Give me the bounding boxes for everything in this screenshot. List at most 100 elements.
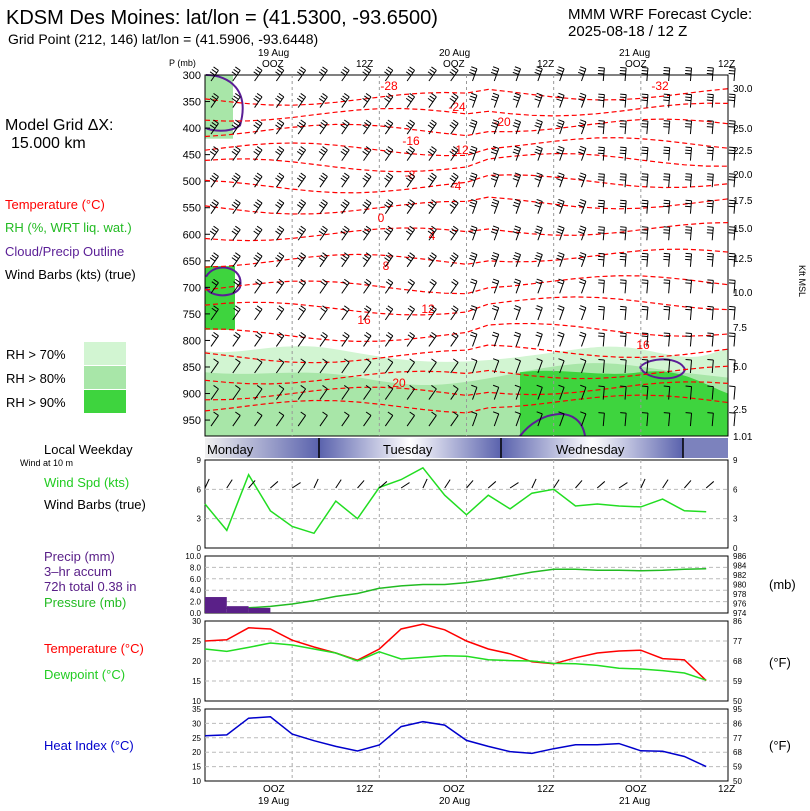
wind-barb-feather [364,122,370,127]
wind-barb-feather [470,69,477,73]
temperature-contour-label: -24 [448,100,466,114]
wind-barb-feather [491,148,498,152]
wind-barb [428,415,437,427]
wind-barb [406,308,415,321]
wind-barb-feather [728,73,735,75]
temperature-dewpoint-panel: 10 15 20 25 30 50 59 68 77 86 [192,617,742,706]
wind-barb [602,386,605,400]
wind-barb-feather [471,119,478,123]
wind-barb-feather [409,252,415,257]
wind-barb [341,96,350,108]
wind-barb-feather [365,146,372,151]
wind-barb [254,415,263,427]
wind-barb-feather [213,278,219,284]
wind-barb-feather [451,254,457,260]
wind-barb-feather [641,120,649,122]
rh80-swatch [84,366,126,389]
wind-barb-feather [685,226,692,228]
wind-barb-feather [365,411,372,416]
wind-barb-feather [300,278,306,284]
hipanel-left-tick-label: 10 [192,777,201,786]
wind-barb [515,121,521,135]
wind-barb-feather [407,254,414,260]
wind-barb-feather [322,252,328,257]
wind-barb [602,306,605,320]
wind-barb [711,280,714,294]
wind-barb [210,388,219,400]
wind-barb-feather [322,305,328,310]
wind-barb [733,359,736,374]
wind-barb-feather [619,123,626,125]
wind-barb-feather [619,149,626,152]
wind-barb-feather [342,148,348,153]
wind-barb-feather [707,67,714,69]
wind-barb-feather [278,146,285,151]
prespanel-right-tick-label: 974 [733,609,747,618]
wind-barb-feather [729,332,736,334]
wind-barb-feather [300,66,306,71]
wind-barb-feather [384,97,390,103]
wind-barb-feather [344,305,350,310]
wind-barb-feather [663,305,670,308]
wind-barb-feather [211,334,218,339]
wind-barb-feather [641,258,648,261]
wind-barb-feather [513,254,520,258]
wind-barb-feather [452,411,459,416]
wind-barb-feather [492,119,499,123]
wind-barb-feather [707,226,714,228]
wind-barb-feather [209,204,216,209]
wind-barb-feather [344,385,350,390]
wind-barb-feather [663,359,670,361]
wind-barb [297,70,307,82]
wind-barb-feather [663,149,670,152]
wind-barb-feather [320,334,326,339]
surface-wind-barb [204,478,210,489]
wind-barb-feather [318,230,325,235]
wind-barb-feather [578,124,585,128]
wind-barb-feather [514,225,521,229]
wind-barb [297,415,307,427]
p-mb-label: P (mb) [169,58,196,68]
wind-speed-line [204,466,707,535]
wind-barb-feather [300,411,306,416]
wind-barb-feather [364,254,370,260]
wind-barb-feather [298,95,305,100]
wind-barb-feather [364,201,370,206]
wind-barb-feather [452,331,459,337]
wind-barb-feather [641,232,648,234]
cloud-outline-bottom [519,413,586,437]
wind-barb-feather [235,119,241,124]
wind-barb [689,386,693,400]
wind-barb-feather [641,146,649,149]
wind-barb-feather [729,173,736,175]
wind-barb-feather [470,201,477,205]
surface-wind-barb [422,478,428,489]
wind-barb-feather [685,385,692,388]
wind-barb-feather [579,175,586,179]
wind-barb [472,334,478,347]
wind-barb-feather [514,172,521,176]
wind-barb-feather [407,95,414,100]
wind-barb-feather [253,124,259,129]
wind-barb-feather [514,305,521,309]
wind-barb [406,229,415,241]
wind-barb [428,149,437,161]
wind-barb-feather [598,120,605,122]
wind-barb-feather [580,252,587,256]
wind-barb-feather [296,257,303,262]
wind-barb-feather [597,232,604,234]
wind-barb-feather [729,120,736,122]
height-tick-label: 17.5 [733,196,753,207]
wind-barb-feather [384,151,390,156]
wind-barb-feather [535,334,542,338]
height-tick-label: 22.5 [733,146,753,157]
wind-barb-feather [275,97,281,103]
wind-barb-feather [580,92,587,96]
wind-barb-feather [513,175,520,179]
wind-barb-feather [729,359,736,361]
wind-barb [580,280,587,294]
wind-barb-feather [663,123,670,125]
temppanel-left-tick-label: 10 [192,697,201,706]
wind-barb-feather [558,305,565,309]
wind-barb-feather [641,176,648,178]
